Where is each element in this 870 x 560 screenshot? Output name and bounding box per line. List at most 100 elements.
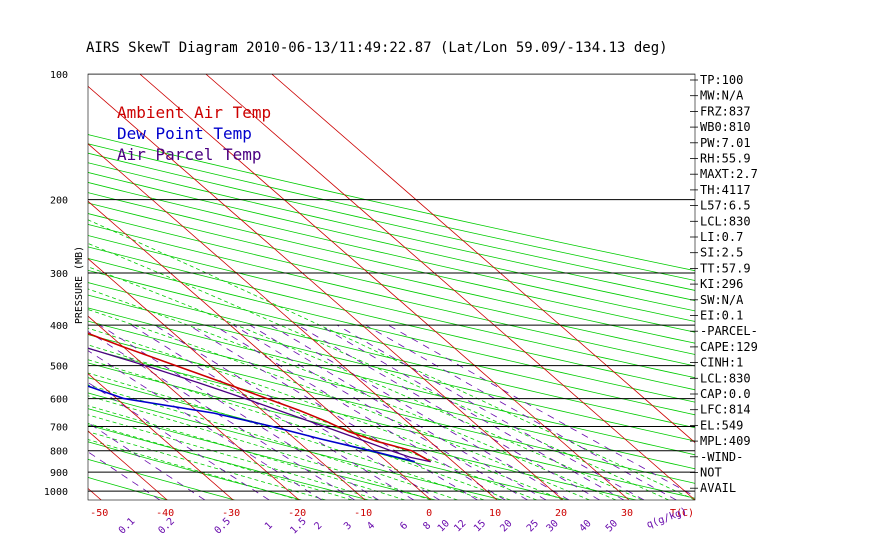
isotherm-line: [0, 74, 35, 500]
series-line-ambient-air-temp: [88, 332, 432, 463]
mixing-ratio-line: [99, 324, 379, 500]
temp-tick-label: 10: [489, 508, 501, 519]
index-label: -PARCEL-: [700, 324, 758, 338]
dry-adiabat: [88, 224, 695, 367]
moist-adiabat: [88, 288, 616, 500]
mixing-ratio-label: 12: [452, 518, 468, 534]
mixing-ratio-line: [337, 324, 645, 500]
mixing-ratio-line: [388, 324, 695, 497]
series-line-dew-point-temp: [88, 385, 415, 463]
mixing-ratio-line: [297, 324, 600, 500]
temp-tick-label: 30: [621, 508, 633, 519]
index-label: AVAIL: [700, 481, 736, 495]
index-label: LCL:830: [700, 371, 751, 385]
moist-adiabat: [88, 309, 590, 500]
moist-adiabat: [88, 266, 643, 500]
isotherm-line: [88, 143, 498, 500]
mixing-ratio-label: 40: [577, 518, 593, 534]
index-label: EI:0.1: [700, 309, 743, 323]
dry-adiabat: [88, 441, 302, 500]
legend-entry: Dew Point Temp: [117, 124, 252, 143]
pressure-tick-label: 300: [50, 269, 68, 280]
mixing-ratio-line: [233, 324, 528, 500]
moist-adiabat: [88, 405, 405, 500]
dry-adiabat: [88, 235, 695, 379]
mixing-ratio-line: [249, 324, 547, 500]
index-label: FRZ:837: [700, 104, 751, 118]
dry-adiabat: [88, 202, 695, 344]
mixing-ratio-label: 1.5: [288, 516, 309, 537]
pressure-tick-label: 1000: [44, 487, 68, 498]
mixing-ratio-label: 6: [398, 520, 410, 532]
index-label: L57:6.5: [700, 199, 751, 213]
temp-tick-label: -40: [156, 508, 174, 519]
dry-adiabat: [88, 282, 695, 429]
moist-adiabat: [88, 243, 669, 500]
dry-adiabat: [88, 458, 235, 500]
index-label: CAP:0.0: [700, 387, 751, 401]
mixing-ratio-line: [270, 324, 570, 500]
mixing-ratio-label: 8: [421, 520, 433, 532]
dry-adiabat: [88, 258, 695, 403]
isotherm-line: [139, 74, 630, 500]
dry-adiabat: [88, 408, 436, 500]
index-label: NOT: [700, 466, 722, 480]
mixing-ratio-label: 1: [263, 520, 275, 532]
mixing-ratio-line: [154, 324, 440, 500]
index-label: -WIND-: [700, 450, 743, 464]
index-label: LCL:830: [700, 214, 751, 228]
pressure-tick-label: 800: [50, 447, 68, 458]
index-label: LFC:814: [700, 403, 751, 417]
moist-adiabat: [88, 372, 485, 500]
temp-tick-label: -20: [288, 508, 306, 519]
dry-adiabat: [88, 152, 695, 291]
isotherm-line: [88, 200, 432, 500]
dry-adiabat: [88, 392, 503, 500]
chart-title: AIRS SkewT Diagram 2010-06-13/11:49:22.8…: [86, 40, 668, 56]
pressure-tick-label: 400: [50, 321, 68, 332]
index-label: CAPE:129: [700, 340, 758, 354]
isotherm-line: [271, 74, 695, 444]
dry-adiabat: [88, 143, 695, 281]
moist-adiabat: [88, 344, 537, 500]
mixing-ratio-line: [88, 350, 323, 500]
index-label: TP:100: [700, 73, 743, 87]
mixing-ratio-line: [319, 324, 624, 500]
moist-adiabat: [88, 423, 353, 500]
moist-adiabat: [88, 219, 695, 500]
mixing-ratio-line: [88, 331, 355, 500]
isotherm-line: [88, 315, 300, 500]
mixing-ratio-label: 3: [342, 520, 354, 532]
plot-frame: [87, 73, 696, 501]
mixing-ratio-label: 0.5: [213, 516, 234, 537]
dry-adiabat: [88, 348, 695, 499]
index-label: WB0:810: [700, 120, 751, 134]
pressure-tick-label: 100: [50, 70, 68, 81]
pressure-tick-label: 500: [50, 362, 68, 373]
index-label: MPL:409: [700, 434, 751, 448]
mixing-ratio-line: [131, 324, 414, 500]
mixing-ratio-label: 50: [604, 518, 620, 534]
mixing-ratio-line: [188, 324, 478, 500]
moist-adiabat: [88, 359, 511, 500]
mixing-ratio-label: 15: [472, 518, 488, 534]
legend-entry: Air Parcel Temp: [117, 145, 262, 164]
isotherm-line: [88, 487, 102, 500]
dry-adiabat: [88, 320, 695, 470]
index-label: PW:7.01: [700, 136, 751, 150]
mixing-unit-label: q(g/kg): [645, 506, 688, 531]
mixing-ratio-line: [365, 324, 677, 500]
mixing-ratio-label: 0.1: [117, 516, 138, 537]
mixing-ratio-label: 30: [545, 518, 561, 534]
index-label: MW:N/A: [700, 89, 744, 103]
mixing-ratio-label: 10: [436, 518, 452, 534]
pressure-tick-label: 900: [50, 468, 68, 479]
mixing-ratio-label: 25: [525, 518, 541, 534]
dry-adiabat: [88, 172, 695, 312]
dry-adiabat: [88, 269, 695, 416]
dry-adiabat: [88, 192, 695, 333]
pressure-tick-label: 600: [50, 395, 68, 406]
dry-adiabat: [88, 377, 570, 500]
mixing-ratio-line: [88, 422, 206, 500]
